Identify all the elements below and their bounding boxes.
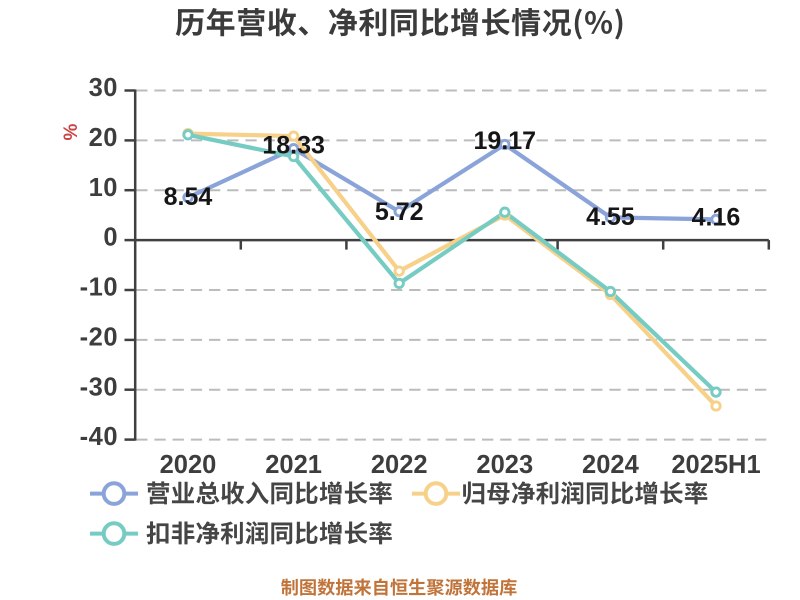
svg-text:2024: 2024	[582, 451, 640, 479]
svg-text:-10: -10	[80, 274, 118, 302]
svg-text:2022: 2022	[371, 451, 428, 479]
svg-text:5.72: 5.72	[375, 198, 424, 226]
svg-text:10: 10	[89, 174, 118, 202]
svg-text:30: 30	[89, 74, 118, 102]
svg-text:-20: -20	[80, 324, 118, 352]
svg-text:0: 0	[103, 224, 118, 252]
svg-text:4.55: 4.55	[586, 203, 635, 231]
svg-text:18.33: 18.33	[262, 132, 325, 160]
svg-text:2025H1: 2025H1	[671, 451, 760, 479]
svg-text:-30: -30	[80, 373, 118, 401]
svg-text:2023: 2023	[476, 451, 533, 479]
svg-text:4.16: 4.16	[692, 204, 741, 232]
svg-text:8.54: 8.54	[164, 183, 213, 211]
svg-text:-40: -40	[80, 423, 118, 451]
svg-text:2020: 2020	[160, 451, 217, 479]
svg-text:%: %	[61, 123, 82, 140]
svg-text:19.17: 19.17	[474, 127, 537, 155]
svg-text:2021: 2021	[265, 451, 322, 479]
svg-text:20: 20	[89, 124, 118, 152]
